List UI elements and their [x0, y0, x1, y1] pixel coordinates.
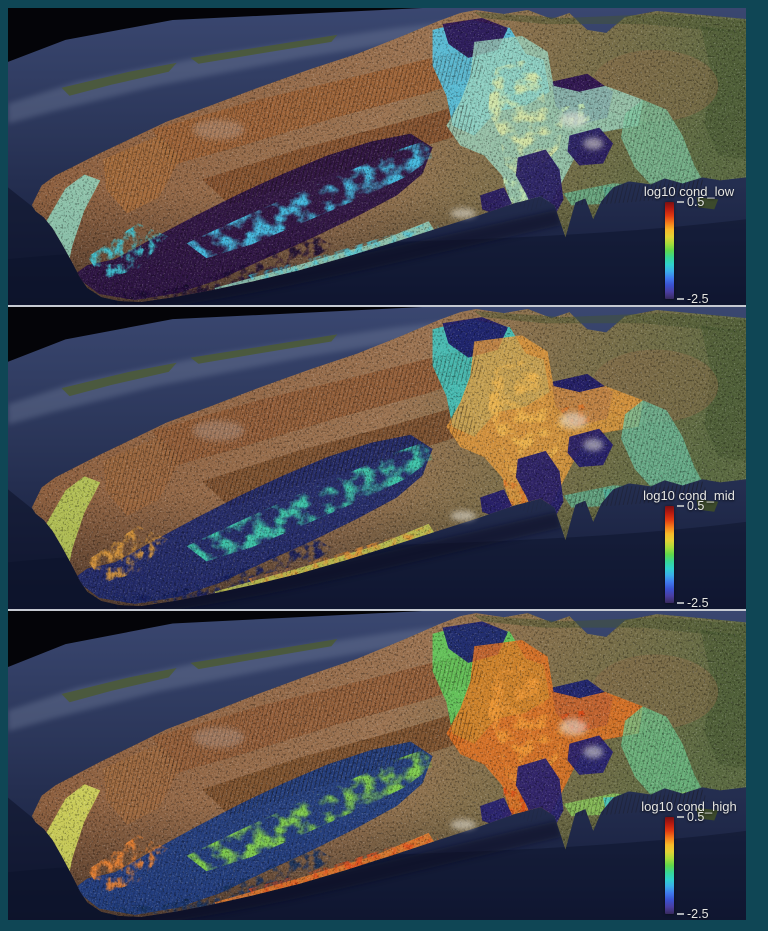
- map-panel-high: log10 cond_high 0.5 -2.5: [8, 611, 746, 920]
- map-panel-mid: log10 cond_mid 0.5 -2.5: [8, 307, 746, 609]
- panel-separator: [8, 305, 746, 307]
- australia-map-high: [8, 611, 746, 920]
- panel-separator: [8, 609, 746, 611]
- australia-map-low: [8, 8, 746, 305]
- map-panel-low: log10 cond_low 0.5 -2.5: [8, 8, 746, 305]
- australia-map-mid: [8, 307, 746, 609]
